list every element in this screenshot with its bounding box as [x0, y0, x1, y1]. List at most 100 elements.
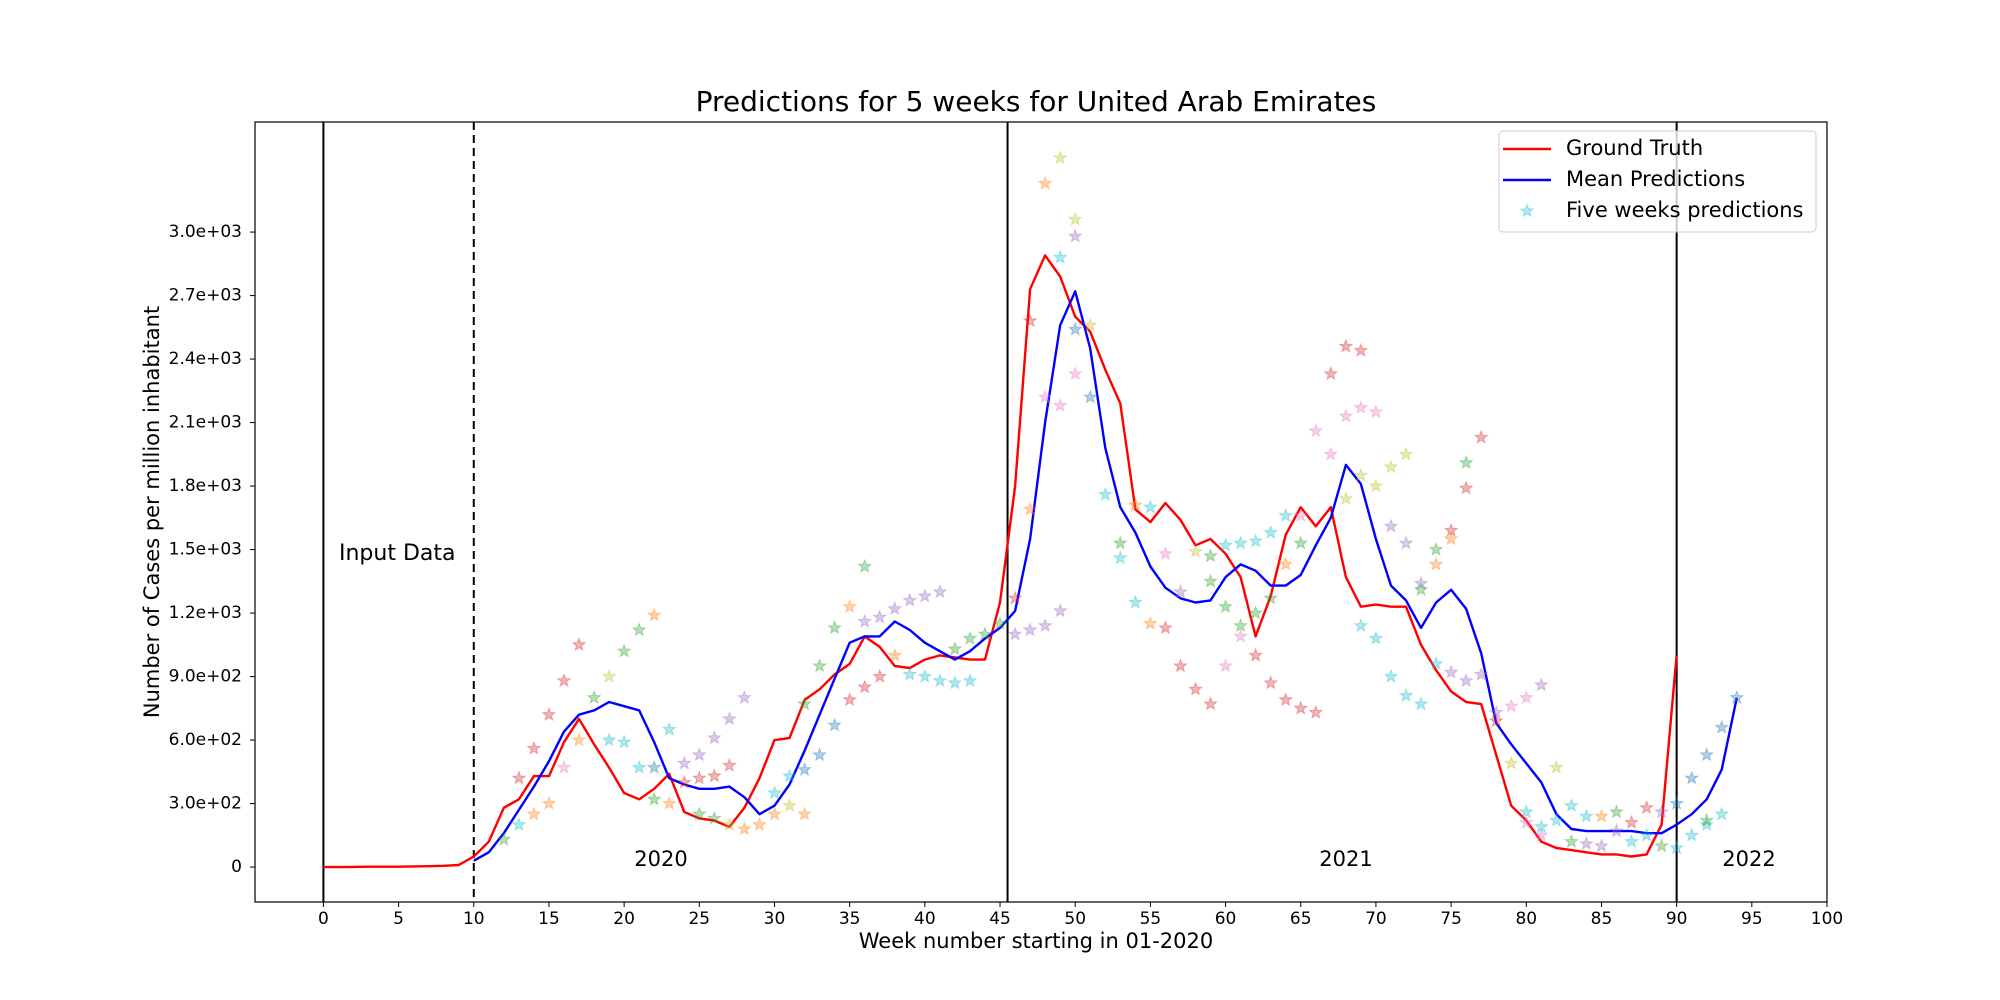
prediction-star [1202, 547, 1219, 563]
prediction-star [721, 757, 737, 772]
prediction-star [1112, 550, 1128, 565]
prediction-star [872, 609, 888, 624]
prediction-star [511, 816, 527, 832]
prediction-star [1578, 808, 1594, 823]
prediction-star [1067, 321, 1083, 336]
prediction-star [1383, 518, 1399, 533]
prediction-star [1398, 535, 1414, 550]
x-tick-label: 55 [1140, 909, 1162, 929]
legend: Ground Truth Mean Predictions Five weeks p… [1498, 130, 1817, 233]
prediction-star [646, 759, 662, 774]
prediction-star [1518, 689, 1534, 705]
prediction-star [962, 630, 978, 645]
prediction-star [1699, 812, 1715, 827]
x-tick-label: 40 [914, 909, 936, 929]
prediction-star [1308, 423, 1324, 438]
prediction-star [541, 706, 557, 722]
prediction-star [1654, 804, 1670, 819]
prediction-star [691, 806, 707, 821]
prediction-star [1563, 797, 1579, 813]
prediction-star [1353, 617, 1369, 633]
prediction-star [1428, 655, 1444, 671]
prediction-star [1052, 397, 1068, 413]
prediction-star [661, 795, 677, 810]
x-tick-label: 60 [1215, 909, 1237, 929]
x-axis-label: Week number starting in 01-2020 [859, 929, 1213, 953]
prediction-star [797, 696, 813, 711]
prediction-star [1187, 681, 1204, 696]
prediction-star [676, 774, 692, 789]
prediction-star [1699, 746, 1715, 762]
prediction-star [1022, 622, 1038, 637]
prediction-star [1368, 404, 1384, 419]
prediction-star [721, 710, 737, 726]
prediction-star [1218, 537, 1234, 552]
y-tick-label: 1.5e+03 [169, 540, 242, 560]
prediction-star [1458, 454, 1474, 470]
x-tick-label: 50 [1064, 909, 1086, 929]
prediction-star [676, 755, 692, 770]
series-line [323, 254, 1678, 869]
prediction-star [1338, 338, 1354, 353]
legend-box [1498, 130, 1817, 233]
prediction-star [1323, 365, 1339, 381]
y-tick-label: 1.2e+03 [169, 603, 242, 623]
prediction-star [1293, 535, 1309, 550]
prediction-star [646, 791, 662, 806]
prediction-star [887, 647, 903, 662]
y-tick-label: 9.0e+02 [169, 667, 242, 687]
prediction-star [1699, 816, 1715, 832]
prediction-star [1639, 827, 1655, 842]
prediction-star [977, 626, 993, 641]
prediction-star [992, 615, 1008, 631]
prediction-star [1473, 429, 1489, 444]
prediction-star [1353, 399, 1369, 415]
annotation: 2021 [1319, 847, 1372, 871]
prediction-star [1518, 814, 1534, 830]
prediction-star [1684, 827, 1700, 842]
prediction-star [1248, 605, 1264, 620]
prediction-star [1413, 581, 1429, 597]
prediction-star [736, 821, 752, 836]
prediction-star [1729, 689, 1745, 705]
prediction-star [526, 806, 542, 821]
prediction-star [1578, 835, 1594, 851]
prediction-star [1413, 575, 1429, 590]
prediction-star [947, 641, 963, 656]
prediction-star [1067, 228, 1083, 243]
prediction-star [1233, 628, 1249, 643]
prediction-star [932, 672, 948, 688]
x-tick-label: 25 [688, 909, 710, 929]
prediction-star [571, 636, 587, 652]
prediction-star [1248, 533, 1264, 548]
y-tick-label: 0 [231, 857, 242, 877]
prediction-star [1308, 704, 1324, 719]
prediction-star [1007, 626, 1023, 641]
prediction-star [857, 558, 873, 573]
prediction-star [1548, 759, 1564, 774]
prediction-star [797, 806, 813, 821]
legend-label: Five weeks predictions [1566, 198, 1804, 222]
prediction-star [691, 770, 707, 785]
prediction-star [1398, 446, 1414, 461]
prediction-star [511, 770, 527, 785]
prediction-star [1037, 617, 1053, 633]
prediction-star [1218, 658, 1234, 673]
prediction-star [1368, 630, 1384, 645]
prediction-star [1052, 150, 1068, 165]
prediction-star [1714, 719, 1730, 734]
prediction-star [646, 607, 662, 622]
prediction-star [1608, 804, 1625, 819]
prediction-star [1443, 522, 1459, 537]
y-axis-label: Number of Cases per million inhabitant [140, 306, 164, 718]
prediction-star [1669, 795, 1685, 810]
prediction-star [1428, 556, 1444, 571]
prediction-star [1037, 389, 1053, 404]
prediction-star [1233, 535, 1249, 550]
prediction-star [1082, 317, 1098, 332]
prediction-star [1127, 497, 1143, 512]
prediction-star [781, 768, 798, 783]
prediction-star [586, 689, 602, 705]
